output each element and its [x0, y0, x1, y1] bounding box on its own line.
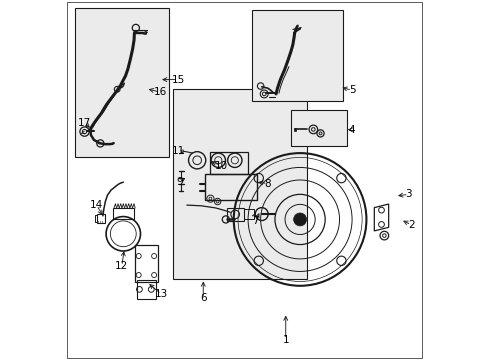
Text: 2: 2 — [407, 220, 414, 230]
Bar — [293, 128, 296, 131]
Text: 8: 8 — [264, 179, 270, 189]
Bar — [290, 110, 346, 146]
Text: 5: 5 — [348, 85, 355, 95]
Bar — [137, 280, 155, 299]
Bar — [135, 244, 158, 282]
Bar — [226, 208, 244, 221]
Text: 12: 12 — [115, 261, 128, 271]
Text: 13: 13 — [154, 289, 167, 299]
Text: 6: 6 — [200, 293, 206, 303]
Bar — [75, 8, 169, 157]
Bar — [204, 174, 257, 200]
Text: 7: 7 — [251, 216, 258, 226]
Circle shape — [293, 213, 306, 226]
Bar — [112, 208, 134, 219]
Text: 16: 16 — [153, 87, 166, 97]
Text: 9: 9 — [176, 177, 182, 187]
Bar — [251, 10, 343, 101]
Bar — [97, 214, 104, 223]
Text: 3: 3 — [405, 189, 411, 199]
Bar — [244, 210, 253, 220]
Text: 14: 14 — [90, 200, 103, 210]
Text: 11: 11 — [172, 146, 185, 156]
Bar — [210, 152, 247, 174]
Text: 17: 17 — [78, 118, 91, 128]
Text: 1: 1 — [282, 334, 288, 345]
Text: 15: 15 — [171, 75, 184, 85]
Bar — [172, 89, 306, 279]
Text: 10: 10 — [214, 161, 227, 171]
Text: 4: 4 — [348, 125, 355, 135]
